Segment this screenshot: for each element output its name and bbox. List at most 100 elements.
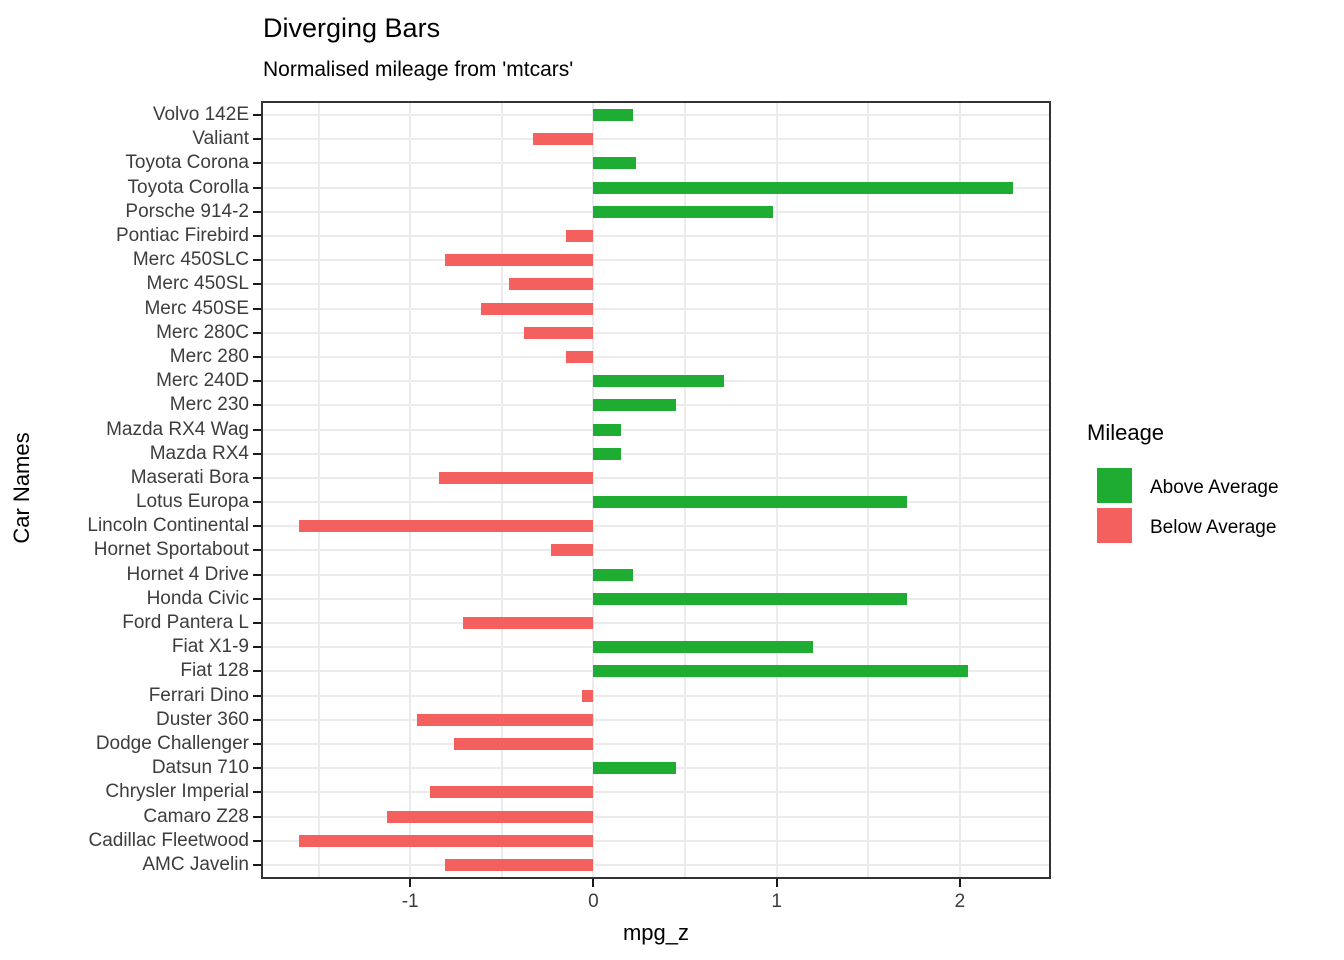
y-tick-label: Fiat 128: [180, 660, 249, 682]
x-tick-label: 2: [954, 891, 966, 912]
horizontal-gridline: [263, 742, 1049, 745]
y-tick-label: Merc 450SE: [144, 297, 249, 319]
y-tick-mark: [253, 259, 261, 262]
y-tick-label: AMC Javelin: [142, 853, 249, 875]
y-tick-mark: [253, 694, 261, 697]
horizontal-gridline: [263, 138, 1049, 141]
y-tick-mark: [253, 307, 261, 310]
y-tick-mark: [253, 549, 261, 552]
bar: [298, 834, 594, 847]
y-tick-label: Toyota Corolla: [127, 176, 249, 198]
y-tick-mark: [253, 380, 261, 383]
vertical-gridline: [867, 103, 870, 877]
y-tick-label: Dodge Challenger: [95, 732, 249, 754]
y-tick-label: Merc 230: [169, 394, 249, 416]
y-tick-mark: [253, 839, 261, 842]
y-tick-label: Fiat X1-9: [171, 636, 249, 658]
bar: [593, 181, 1014, 194]
vertical-gridline: [500, 103, 503, 877]
y-tick-mark: [253, 162, 261, 165]
y-tick-mark: [253, 670, 261, 673]
y-tick-label: Mazda RX4: [149, 442, 249, 464]
y-tick-label: Toyota Corona: [125, 152, 249, 174]
y-tick-label: Merc 280: [169, 345, 249, 367]
bar: [566, 230, 594, 243]
bar: [593, 762, 676, 775]
bar: [581, 689, 594, 702]
bar: [417, 713, 594, 726]
y-tick-label: Datsun 710: [151, 757, 249, 779]
bar: [593, 496, 907, 509]
chart-subtitle: Normalised mileage from 'mtcars': [263, 58, 574, 81]
y-tick-label: Merc 450SL: [146, 273, 249, 295]
horizontal-gridline: [263, 839, 1049, 842]
bar: [429, 786, 594, 799]
bar: [551, 544, 594, 557]
y-tick-label: Lotus Europa: [135, 491, 249, 513]
horizontal-gridline: [263, 283, 1049, 286]
horizontal-gridline: [263, 452, 1049, 455]
horizontal-gridline: [263, 622, 1049, 625]
horizontal-gridline: [263, 525, 1049, 528]
y-tick-label: Pontiac Firebird: [115, 225, 249, 247]
bar: [593, 592, 907, 605]
vertical-gridline: [684, 103, 687, 877]
horizontal-gridline: [263, 428, 1049, 431]
bar: [593, 568, 634, 581]
y-tick-label: Porsche 914-2: [125, 200, 249, 222]
y-tick-label: Ferrari Dino: [148, 684, 249, 706]
y-tick-label: Lincoln Continental: [87, 515, 249, 537]
y-tick-mark: [253, 283, 261, 286]
y-tick-label: Duster 360: [156, 708, 249, 730]
y-tick-mark: [253, 646, 261, 649]
horizontal-gridline: [263, 476, 1049, 479]
x-tick-mark: [775, 879, 778, 887]
x-axis-title: mpg_z: [622, 920, 690, 945]
vertical-gridline: [317, 103, 320, 877]
y-tick-mark: [253, 767, 261, 770]
bar: [566, 350, 594, 363]
bar: [593, 205, 774, 218]
bar: [593, 375, 725, 388]
horizontal-gridline: [263, 573, 1049, 576]
y-tick-mark: [253, 186, 261, 189]
y-tick-mark: [253, 138, 261, 141]
y-tick-label: Volvo 142E: [152, 104, 249, 126]
y-tick-mark: [253, 476, 261, 479]
legend-label-below-average: Below Average: [1150, 517, 1277, 538]
horizontal-gridline: [263, 114, 1049, 117]
bar: [508, 278, 594, 291]
y-tick-mark: [253, 573, 261, 576]
bar: [593, 157, 637, 170]
legend-label-above-average: Above Average: [1150, 477, 1279, 498]
bar: [593, 399, 676, 412]
y-tick-mark: [253, 815, 261, 818]
bar: [523, 326, 594, 339]
plot-panel: [263, 103, 1049, 877]
vertical-gridline: [775, 103, 778, 877]
y-tick-mark: [253, 791, 261, 794]
horizontal-gridline: [263, 331, 1049, 334]
y-tick-label: Honda Civic: [146, 587, 249, 609]
vertical-gridline: [409, 103, 412, 877]
x-tick-mark: [958, 879, 961, 887]
y-tick-mark: [253, 597, 261, 600]
y-tick-label: Hornet 4 Drive: [126, 563, 250, 585]
horizontal-gridline: [263, 791, 1049, 794]
bar: [386, 810, 594, 823]
horizontal-gridline: [263, 259, 1049, 262]
y-tick-mark: [253, 525, 261, 528]
horizontal-gridline: [263, 815, 1049, 818]
legend-title: Mileage: [1087, 420, 1165, 445]
horizontal-gridline: [263, 307, 1049, 310]
y-tick-label: Cadillac Fleetwood: [88, 829, 249, 851]
y-tick-label: Hornet Sportabout: [93, 539, 249, 561]
y-tick-mark: [253, 235, 261, 238]
bar: [593, 109, 634, 122]
bar: [593, 447, 622, 460]
y-tick-label: Merc 280C: [156, 321, 249, 343]
bar: [298, 520, 594, 533]
y-tick-mark: [253, 501, 261, 504]
horizontal-gridline: [263, 718, 1049, 721]
